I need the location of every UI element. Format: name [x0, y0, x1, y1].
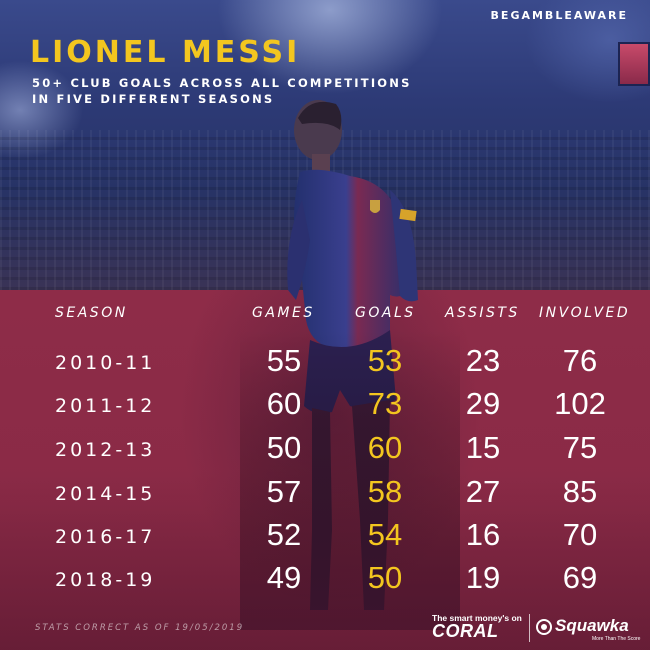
goals-cell: 54 — [367, 517, 403, 552]
season-cell: 2014-15 — [55, 483, 156, 505]
squawka-logo: Squawka — [555, 616, 629, 635]
games-cell: 57 — [266, 474, 302, 509]
stats-footnote: STATS CORRECT AS OF 19/05/2019 — [35, 623, 245, 633]
goals-cell: 53 — [367, 343, 403, 378]
assists-cell: 29 — [465, 386, 501, 421]
table-row: 2011-12 60 73 29 102 — [0, 384, 650, 424]
games-cell: 55 — [266, 343, 302, 378]
goals-cell: 73 — [367, 386, 403, 421]
header-assists: ASSISTS — [445, 305, 520, 321]
games-cell: 50 — [266, 430, 302, 465]
player-silhouette — [240, 100, 460, 630]
header-goals: GOALS — [355, 305, 416, 321]
involved-cell: 102 — [554, 386, 606, 421]
games-cell: 52 — [266, 517, 302, 552]
goals-cell: 60 — [367, 430, 403, 465]
games-cell: 49 — [266, 560, 302, 595]
header-involved: INVOLVED — [539, 305, 631, 321]
season-cell: 2016-17 — [55, 526, 156, 548]
table-row: 2018-19 49 50 19 69 — [0, 558, 650, 598]
assists-cell: 15 — [465, 430, 501, 465]
assists-cell: 16 — [465, 517, 501, 552]
table-row: 2010-11 55 53 23 76 — [0, 341, 650, 381]
begambleaware-logo: BEGAMBLEAWARE — [490, 9, 628, 22]
stadium-screen — [618, 42, 650, 86]
squawka-tagline: More Than The Score — [592, 636, 641, 642]
assists-cell: 19 — [465, 560, 501, 595]
season-cell: 2010-11 — [55, 352, 156, 374]
goals-cell: 50 — [367, 560, 403, 595]
involved-cell: 76 — [562, 343, 598, 378]
involved-cell: 70 — [562, 517, 598, 552]
season-cell: 2012-13 — [55, 439, 156, 461]
season-cell: 2018-19 — [55, 569, 156, 591]
involved-cell: 69 — [562, 560, 598, 595]
header-games: GAMES — [252, 305, 315, 321]
coral-logo: CORAL — [432, 621, 499, 641]
season-cell: 2011-12 — [55, 395, 156, 417]
header-season: SEASON — [55, 305, 128, 321]
sponsor-divider — [529, 614, 530, 642]
goals-cell: 58 — [367, 474, 403, 509]
table-row: 2014-15 57 58 27 85 — [0, 472, 650, 512]
table-row: 2012-13 50 60 15 75 — [0, 428, 650, 468]
assists-cell: 23 — [465, 343, 501, 378]
subtitle-line-1: 50+ CLUB GOALS ACROSS ALL COMPETITIONS — [32, 76, 412, 90]
games-cell: 60 — [266, 386, 302, 421]
assists-cell: 27 — [465, 474, 501, 509]
involved-cell: 85 — [562, 474, 598, 509]
page-title: LIONEL MESSI — [30, 35, 301, 70]
involved-cell: 75 — [562, 430, 598, 465]
table-row: 2016-17 52 54 16 70 — [0, 515, 650, 555]
squawka-logo-icon — [536, 619, 552, 635]
coral-tagline: The smart money's on — [432, 613, 522, 623]
subtitle-line-2: IN FIVE DIFFERENT SEASONS — [32, 92, 275, 106]
